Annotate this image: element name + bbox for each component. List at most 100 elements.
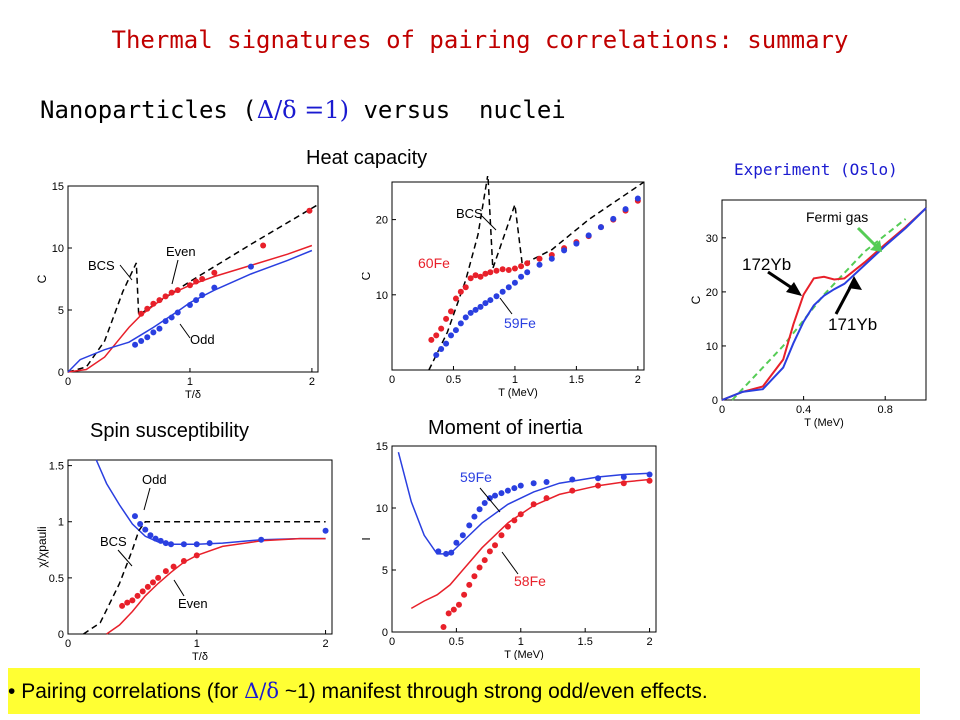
y-tick-label: 5 <box>382 565 388 577</box>
odd-points-point <box>206 540 213 547</box>
x-axis-label: T/δ <box>192 651 208 660</box>
yb171-arrow <box>834 283 854 315</box>
even-arrow <box>173 579 185 597</box>
even-points-point <box>155 574 162 581</box>
even-points-point <box>119 602 126 609</box>
annotation-fe59: 59Fe <box>504 315 536 331</box>
59fe-points-point <box>569 476 576 483</box>
moment-of-inertia-chart: 0 0.5 1 1.5 2 0 5 10 15 T (MeV) I 59Fe 58Fe <box>362 440 662 660</box>
summary-greek-ratio: Δ/δ <box>244 679 280 703</box>
59fe-point <box>634 195 641 202</box>
59fe-points-point <box>448 549 455 556</box>
y-axis-label: χ/χpauli <box>35 526 49 567</box>
59fe-point <box>493 293 500 300</box>
59fe-points-point <box>453 539 460 546</box>
60fe-point <box>482 270 489 277</box>
experiment-oslo-label: Experiment (Oslo) <box>734 160 898 179</box>
fermi-gas-arrowhead <box>870 240 882 252</box>
59fe-point <box>457 320 464 327</box>
odd-points-point <box>157 537 164 544</box>
x-tick-label: 2 <box>635 374 641 386</box>
x-tick-label: 0 <box>719 404 725 416</box>
y-tick-label: 0 <box>712 395 718 407</box>
58fe-points-point <box>595 482 602 489</box>
x-axis-label: T (MeV) <box>804 417 844 429</box>
59fe-point <box>622 206 629 213</box>
annotation-bcs: BCS <box>100 534 127 549</box>
summary-before: Pairing correlations (for <box>15 680 245 703</box>
even-points-point <box>193 278 200 285</box>
y-tick-label: 0 <box>58 629 64 641</box>
59fe-point <box>499 288 506 295</box>
y-tick-label: 10 <box>52 243 64 255</box>
59fe-point <box>505 284 512 291</box>
y-tick-label: 30 <box>706 233 718 245</box>
even-points-point <box>180 558 187 565</box>
59fe-points-point <box>504 487 511 494</box>
60fe-point <box>487 269 494 276</box>
y-tick-label: 5 <box>58 305 64 317</box>
58fe-points-point <box>517 511 524 518</box>
60fe-point <box>493 267 500 274</box>
fe59-arrow <box>499 297 513 315</box>
yb172-arrowhead <box>786 282 802 296</box>
60fe-point <box>457 288 464 295</box>
odd-points-point <box>156 325 163 332</box>
60fe-point <box>428 336 435 343</box>
y-tick-label: 20 <box>706 287 718 299</box>
x-tick-label: 1 <box>194 638 200 650</box>
even-points-point <box>134 592 141 599</box>
x-tick-label: 0.5 <box>449 636 464 648</box>
60fe-point <box>518 263 525 270</box>
59fe-point <box>448 332 455 339</box>
59fe-points-point <box>620 474 627 480</box>
annotation-odd: Odd <box>142 472 167 487</box>
59fe-point <box>472 306 479 313</box>
59fe-point <box>511 279 518 286</box>
x-tick-label: 2 <box>646 636 652 648</box>
even-points-point <box>162 568 169 575</box>
59fe-point <box>477 303 484 310</box>
59fe-points-point <box>595 475 602 482</box>
fermi-gas-arrow <box>856 226 880 250</box>
x-tick-label: 0 <box>389 374 395 386</box>
59fe-point <box>536 261 543 268</box>
y-axis-label: C <box>35 274 49 283</box>
y-tick-label: 10 <box>376 503 388 515</box>
59fe-point <box>467 309 474 316</box>
x-axis-label: T (MeV) <box>498 387 538 399</box>
even-points-point <box>139 588 146 595</box>
58fe-points-point <box>481 557 488 564</box>
60fe-point <box>505 266 512 273</box>
odd-points-point <box>152 535 159 542</box>
60fe-point <box>511 265 518 272</box>
odd-points-point <box>131 513 138 520</box>
even-arrow <box>171 259 179 285</box>
even-points-point <box>144 305 151 312</box>
59fe-point <box>573 240 580 247</box>
58fe-points-point <box>476 564 483 571</box>
58fe-line <box>410 478 650 610</box>
x-tick-label: 1.5 <box>569 374 584 386</box>
odd-points-point <box>137 520 144 527</box>
odd-points-point <box>138 338 145 344</box>
59fe-point <box>561 247 568 254</box>
summary-middle: ~1) <box>279 680 316 703</box>
annotation-fe60: 60Fe <box>418 255 450 271</box>
even-points-point <box>144 583 151 590</box>
odd-points-point <box>144 334 151 341</box>
60fe-point <box>499 266 506 273</box>
59fe-point <box>433 351 440 358</box>
spin-susceptibility-label: Spin susceptibility <box>90 420 249 442</box>
58fe-points-point <box>466 581 473 588</box>
even-line <box>106 537 326 635</box>
58fe-points-point <box>440 624 447 631</box>
odd-line <box>95 459 326 545</box>
annotation-even: Even <box>166 244 196 259</box>
60fe-point <box>448 308 455 315</box>
odd-points-point <box>168 541 175 548</box>
60fe-point <box>524 260 531 267</box>
subtitle-greek-ratio: Δ/δ =1) <box>256 96 349 124</box>
odd-points-point <box>322 527 329 534</box>
odd-points-point <box>162 540 169 547</box>
